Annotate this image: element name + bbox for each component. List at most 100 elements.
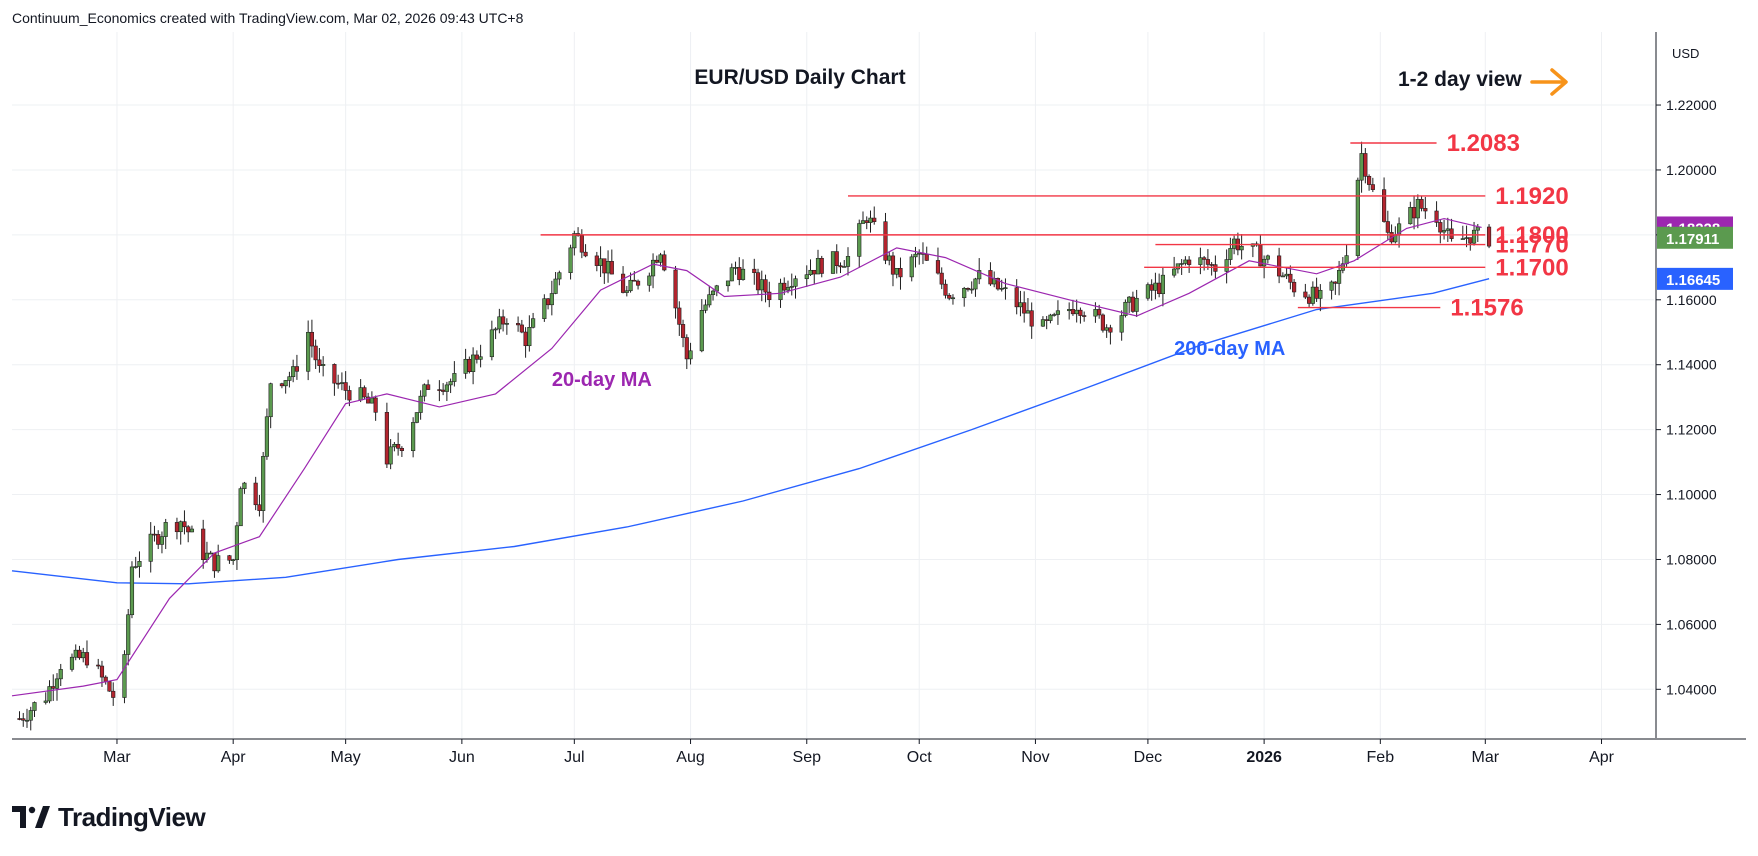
candle-105 [568, 244, 573, 280]
candle-body [523, 331, 528, 347]
candle-body [1329, 281, 1334, 291]
candle-141 [755, 268, 761, 295]
candle-body [189, 528, 195, 533]
candle-body [1333, 281, 1338, 284]
candle-161 [860, 211, 866, 224]
candle-body [148, 533, 153, 562]
candle-164 [872, 206, 877, 225]
candle-body [1337, 270, 1342, 284]
candle-112 [602, 258, 607, 284]
x-tick-label-13: Apr [1589, 749, 1615, 766]
candle-45 [253, 476, 258, 511]
candle-body [1370, 184, 1375, 190]
candle-115 [620, 266, 626, 294]
candle-184 [977, 258, 982, 285]
candle-44 [242, 481, 247, 494]
candle-body [43, 700, 48, 703]
level-label-5: 1.1576 [1450, 295, 1523, 322]
candle-body [688, 350, 693, 360]
level-label-2: 1.1800 [1495, 222, 1568, 249]
candle-body [808, 269, 813, 276]
y-tick-label-9: 1.04000 [1666, 681, 1717, 697]
candle-171 [913, 246, 918, 268]
candle-body [1175, 263, 1180, 270]
candle-body [159, 536, 165, 545]
candle-21 [126, 609, 131, 666]
candle-body [733, 267, 738, 269]
candle-body [1134, 297, 1139, 312]
candle-148 [789, 273, 794, 296]
candle-57 [313, 339, 318, 369]
candle-47 [261, 451, 266, 523]
candle-135 [725, 280, 731, 292]
candle-231 [1228, 237, 1233, 266]
candle-body [609, 261, 614, 275]
candle-17 [103, 675, 108, 685]
candle-268 [1419, 196, 1424, 212]
candle-body [1359, 153, 1364, 181]
candle-203 [1078, 307, 1083, 324]
candle-46 [257, 494, 262, 517]
candle-body [1119, 315, 1124, 333]
candle-body [527, 327, 532, 347]
price-badge-2: 1.16645 [1657, 267, 1733, 290]
candle-body [1055, 310, 1061, 315]
candle-body [1265, 255, 1270, 260]
candle-body [1022, 302, 1027, 314]
candle-96 [519, 319, 524, 334]
tradingview-brand[interactable]: TradingView [12, 800, 206, 834]
candle-body [1172, 268, 1177, 276]
candle-189 [1003, 278, 1008, 300]
candle-body [1018, 302, 1023, 308]
candle-214 [1134, 289, 1139, 318]
ma20-line [11, 217, 1482, 697]
candle-body [962, 288, 967, 299]
candle-body [1100, 314, 1105, 331]
candle-50 [279, 382, 284, 389]
candle-body [1385, 221, 1390, 233]
candle-12 [77, 645, 82, 660]
candle-116 [624, 285, 629, 297]
candle-body [1003, 287, 1008, 289]
candle-208 [1104, 324, 1109, 338]
candle-110 [594, 251, 599, 272]
candle-body [1288, 273, 1293, 283]
candle-70 [384, 402, 389, 469]
candle-150 [804, 265, 809, 287]
candle-122 [654, 255, 659, 264]
candle-74 [399, 446, 404, 457]
candle-73 [396, 432, 401, 456]
candle-166 [887, 251, 892, 266]
candle-7 [51, 674, 56, 701]
candle-body [242, 482, 247, 489]
candle-219 [1160, 266, 1165, 307]
candle-body [943, 283, 948, 296]
candle-body [594, 255, 599, 266]
candle-body [279, 383, 284, 387]
candle-body [1123, 301, 1128, 316]
candle-body [680, 324, 686, 338]
candle-body [1198, 257, 1203, 265]
candle-body [54, 678, 60, 689]
candle-body [872, 217, 877, 222]
price-badge-box [1657, 226, 1733, 249]
candle-76 [414, 412, 419, 424]
candle-71 [388, 439, 393, 470]
candle-82 [444, 381, 449, 402]
candle-body [842, 266, 847, 268]
level-label-0: 1.2083 [1447, 130, 1520, 157]
candle-202 [1074, 299, 1079, 323]
candle-78 [422, 383, 427, 402]
candle-195 [1040, 316, 1046, 327]
candle-body [729, 267, 734, 282]
candle-129 [688, 342, 693, 365]
tradingview-logo-icon [12, 806, 50, 828]
candle-body [1104, 327, 1109, 331]
candle-248 [1314, 277, 1319, 302]
candle-124 [662, 250, 667, 272]
candle-217 [1153, 272, 1158, 300]
candle-body [1183, 259, 1188, 264]
candle-body [257, 504, 262, 511]
x-tick-label-6: Sep [793, 749, 822, 766]
